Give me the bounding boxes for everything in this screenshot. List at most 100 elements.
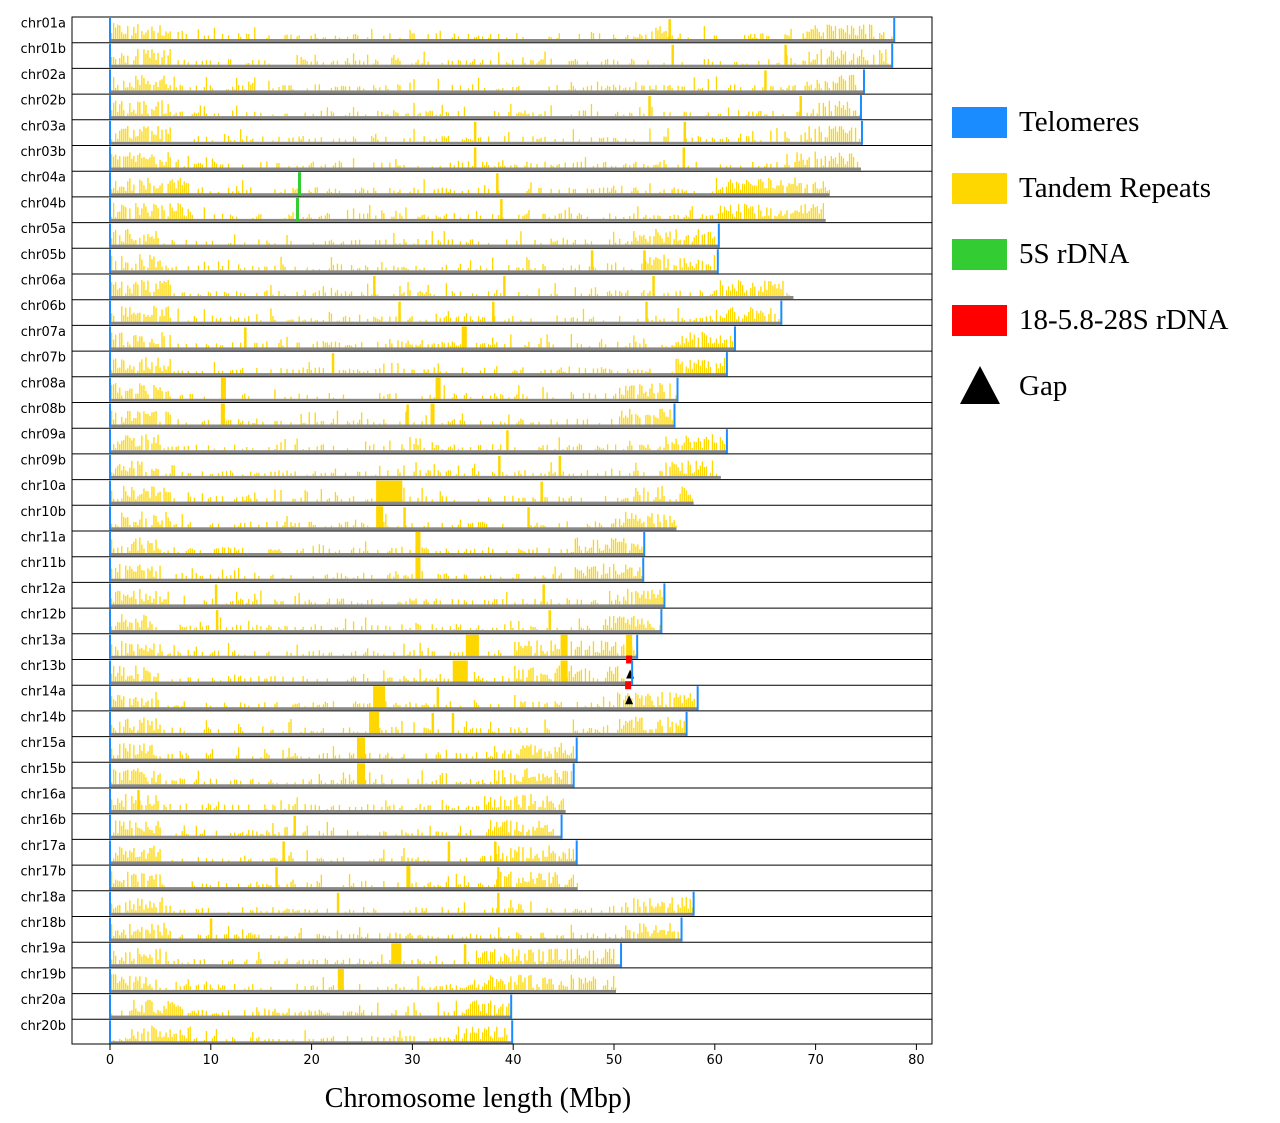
repeat-bar: [232, 86, 234, 91]
repeat-bar: [600, 550, 603, 553]
repeat-bar: [447, 311, 449, 322]
tandem-repeat-track: [111, 19, 893, 39]
repeat-bar: [560, 702, 562, 708]
repeat-bar: [651, 729, 653, 733]
repeat-bar: [135, 263, 137, 271]
repeat-bar: [169, 85, 171, 91]
repeat-bar: [844, 32, 847, 39]
repeat-bar: [431, 166, 433, 168]
repeat-bar: [113, 444, 115, 451]
repeat-bar: [554, 853, 556, 862]
repeat-bar: [195, 646, 197, 656]
repeat-bar: [419, 217, 421, 219]
repeat-bar: [163, 336, 165, 348]
repeat-bar: [858, 25, 861, 39]
repeat-bar: [530, 182, 532, 194]
repeat-bar: [149, 84, 151, 91]
repeat-bar: [115, 383, 117, 399]
repeat-bar: [486, 752, 488, 759]
repeat-bar: [149, 497, 151, 502]
repeat-bar: [663, 412, 665, 425]
chromosome-axis: [110, 141, 862, 145]
repeat-bar: [310, 602, 312, 605]
repeat-bar: [820, 132, 822, 142]
repeat-bar: [133, 522, 135, 528]
repeat-bar: [649, 128, 651, 142]
repeat-bar: [336, 263, 339, 271]
repeat-bar: [332, 264, 335, 271]
repeat-bar: [683, 86, 685, 91]
repeat-bar: [645, 696, 647, 708]
repeat-bar: [522, 367, 524, 374]
repeat-bar: [322, 62, 324, 65]
repeat-bar: [127, 316, 129, 322]
repeat-bar: [381, 774, 383, 785]
repeat-bar: [766, 35, 768, 39]
repeat-bar: [467, 268, 470, 271]
repeat-bar: [582, 110, 585, 117]
repeat-bar: [131, 675, 133, 682]
repeat-bar: [256, 881, 258, 888]
repeat-bar: [139, 412, 141, 425]
repeat-bar: [272, 316, 274, 322]
repeat-bar: [621, 678, 623, 682]
repeat-bar: [792, 212, 794, 219]
repeat-bar: [348, 874, 351, 888]
repeat-bar: [469, 447, 472, 451]
repeat-bar: [530, 626, 532, 631]
repeat-bar: [153, 770, 155, 785]
repeat-bar: [365, 652, 367, 656]
repeat-bar: [469, 316, 472, 322]
repeat-bar: [193, 315, 195, 322]
repeat-bar: [572, 677, 574, 682]
repeat-bar: [552, 165, 554, 168]
repeat-bar: [425, 677, 427, 682]
repeat-bar: [586, 419, 589, 425]
chromosome-axis: [110, 553, 645, 556]
repeat-bar: [641, 444, 643, 451]
repeat-bar: [336, 783, 339, 785]
repeat-bar: [240, 422, 242, 425]
repeat-bar: [500, 166, 502, 168]
chromosome-chr17a: chr17a: [21, 838, 932, 865]
chromosome-chr12a: chr12a: [21, 581, 932, 608]
repeat-bar: [552, 651, 554, 656]
repeat-bar: [113, 419, 115, 425]
repeat-bar: [203, 829, 205, 836]
repeat-bar: [209, 729, 212, 733]
repeat-bar: [383, 446, 385, 451]
repeat-bar: [119, 104, 121, 117]
repeat-bar: [786, 88, 788, 91]
telomere-mark: [109, 686, 111, 711]
repeat-bar: [552, 574, 554, 579]
repeat-bar: [433, 464, 435, 476]
repeat-bar: [193, 549, 195, 553]
repeat-bar: [677, 467, 679, 476]
repeat-bar: [306, 395, 308, 399]
repeat-bar: [709, 315, 712, 322]
repeat-bar: [542, 674, 544, 682]
repeat-bar: [754, 318, 756, 322]
repeat-bar: [504, 777, 506, 785]
repeat-bar: [611, 538, 613, 553]
repeat-bar: [850, 153, 853, 168]
repeat-bar: [409, 651, 411, 656]
repeat-bar: [467, 731, 470, 733]
repeat-bar: [580, 497, 582, 502]
repeat-bar: [115, 568, 117, 579]
repeat-bar: [681, 86, 683, 91]
repeat-bar: [401, 829, 403, 836]
repeat-bar: [125, 719, 127, 733]
repeat-bar: [290, 473, 292, 476]
repeat-bar: [504, 165, 506, 168]
repeat-bar: [667, 444, 669, 451]
repeat-bar: [195, 825, 197, 836]
repeat-bar: [278, 627, 280, 631]
repeat-bar: [373, 651, 375, 656]
repeat-bar: [197, 293, 199, 296]
repeat-bar: [121, 332, 123, 348]
row-label: chr03b: [20, 145, 66, 160]
repeat-bar: [536, 640, 538, 656]
telomere-mark: [109, 840, 111, 865]
repeat-bar: [643, 338, 645, 348]
